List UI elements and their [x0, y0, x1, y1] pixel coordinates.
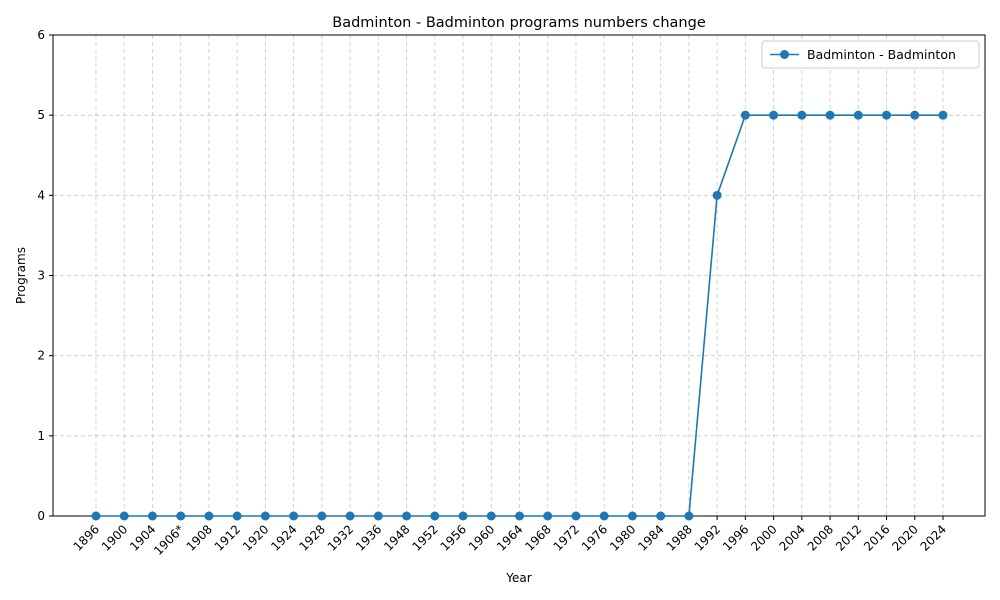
data-point	[797, 110, 807, 120]
x-tick-label: 1972	[551, 522, 582, 553]
data-point	[543, 511, 553, 521]
x-tick-label: 2020	[889, 522, 920, 553]
x-axis: 1896190019041906*19081912192019241928193…	[71, 516, 949, 558]
data-point	[204, 511, 214, 521]
data-point	[684, 511, 694, 521]
x-tick-label: 2016	[861, 522, 892, 553]
x-tick-label: 1896	[71, 522, 102, 553]
data-point	[289, 511, 299, 521]
x-tick-label: 1984	[635, 522, 666, 553]
data-point	[853, 110, 863, 120]
data-point	[599, 511, 609, 521]
x-tick-label: 1968	[522, 522, 553, 553]
legend: Badminton - Badminton	[761, 40, 980, 69]
data-point	[825, 110, 835, 120]
legend-box	[761, 40, 980, 69]
y-axis-label: Programs	[14, 247, 28, 304]
x-tick-label: 1924	[268, 522, 299, 553]
data-point	[147, 511, 157, 521]
x-tick-label: 1992	[692, 522, 723, 553]
y-tick-label: 4	[37, 188, 45, 202]
data-point	[458, 511, 468, 521]
data-point	[402, 511, 412, 521]
y-axis: 0 1 2 3 4 5 6	[37, 28, 53, 523]
data-point	[345, 511, 355, 521]
data-point	[712, 190, 722, 200]
x-tick-label: 1996	[720, 522, 751, 553]
data-point	[571, 511, 581, 521]
data-point	[740, 110, 750, 120]
x-tick-label: 1936	[353, 522, 384, 553]
data-point	[317, 511, 327, 521]
chart-title: Badminton - Badminton programs numbers c…	[332, 15, 706, 31]
data-point	[769, 110, 779, 120]
x-tick-label: 1906*	[151, 522, 187, 558]
x-tick-label: 1988	[664, 522, 695, 553]
x-tick-label: 1980	[607, 522, 638, 553]
data-point	[91, 511, 101, 521]
x-tick-label: 1976	[579, 522, 610, 553]
y-tick-label: 0	[37, 509, 45, 523]
y-tick-label: 6	[37, 28, 45, 42]
x-tick-label: 1964	[494, 522, 525, 553]
x-tick-label: 1960	[466, 522, 497, 553]
x-tick-label: 1908	[184, 522, 215, 553]
x-tick-label: 2008	[805, 522, 836, 553]
x-tick-label: 1952	[409, 522, 440, 553]
data-point	[430, 511, 440, 521]
data-point	[119, 511, 129, 521]
data-point	[938, 110, 948, 120]
y-tick-label: 1	[37, 429, 45, 443]
grid	[53, 34, 985, 517]
data-point	[515, 511, 524, 521]
y-tick-label: 2	[37, 349, 45, 363]
x-tick-label: 2024	[918, 522, 949, 553]
y-tick-label: 5	[37, 108, 45, 122]
data-point	[260, 511, 270, 521]
x-tick-label: 1932	[325, 522, 356, 553]
x-tick-label: 1900	[99, 522, 130, 553]
x-axis-label: Year	[505, 571, 531, 585]
data-point	[373, 511, 383, 521]
data-point	[882, 110, 892, 120]
data-point	[910, 110, 920, 120]
data-point	[176, 511, 186, 521]
x-tick-label: 1956	[438, 522, 469, 553]
x-tick-label: 2012	[833, 522, 864, 553]
x-tick-label: 2004	[776, 522, 807, 553]
x-tick-label: 1948	[381, 522, 412, 553]
legend-label: Badminton - Badminton	[807, 47, 956, 62]
x-tick-label: 1928	[296, 522, 327, 553]
data-point	[232, 511, 242, 521]
x-tick-label: 1912	[212, 522, 243, 553]
legend-marker	[780, 50, 789, 59]
x-tick-label: 1920	[240, 522, 271, 553]
data-point	[627, 511, 637, 521]
y-tick-label: 3	[37, 269, 45, 283]
data-point	[486, 511, 496, 521]
x-tick-label: 2000	[748, 522, 779, 553]
series-layer	[91, 110, 948, 521]
data-point	[656, 511, 666, 521]
